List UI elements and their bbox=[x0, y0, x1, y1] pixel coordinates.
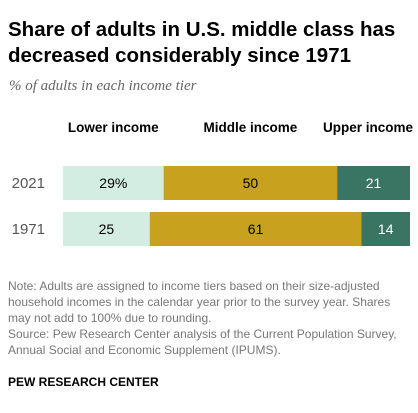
bar-1971-upper-income bbox=[361, 212, 410, 246]
chart-title: Share of adults in U.S. middle class has… bbox=[8, 18, 396, 67]
legend-label-middle-income: Middle income bbox=[203, 120, 297, 135]
data-label-2021-upper-income: 21 bbox=[366, 175, 382, 191]
bar-2021-middle-income bbox=[163, 166, 338, 200]
organization-name: PEW RESEARCH CENTER bbox=[8, 375, 159, 389]
data-label-2021-middle-income: 50 bbox=[243, 175, 259, 191]
data-label-1971-lower-income: 25 bbox=[99, 221, 115, 237]
category-label-1971: 1971 bbox=[12, 221, 45, 238]
data-label-1971-upper-income: 14 bbox=[378, 221, 394, 237]
chart-subtitle: % of adults in each income tier bbox=[9, 78, 197, 94]
source-text: Source: Pew Research Center analysis of … bbox=[8, 327, 397, 357]
data-label-1971-middle-income: 61 bbox=[248, 221, 264, 237]
chart-note: Note: Adults are assigned to income tier… bbox=[8, 278, 408, 358]
stacked-bar-chart: Lower income Middle income Upper income 202… bbox=[12, 120, 414, 246]
legend-label-upper-income: Upper income bbox=[323, 120, 414, 135]
bar-1971-lower-income bbox=[63, 212, 150, 246]
bar-2021-lower-income bbox=[63, 166, 164, 200]
legend-label-lower-income: Lower income bbox=[68, 120, 159, 135]
bar-1971-middle-income bbox=[149, 212, 362, 246]
note-text: Note: Adults are assigned to income tier… bbox=[8, 279, 391, 325]
category-label-2021: 2021 bbox=[12, 175, 45, 192]
data-label-2021-lower-income: 29% bbox=[99, 175, 127, 191]
bar-2021-upper-income bbox=[337, 166, 410, 200]
